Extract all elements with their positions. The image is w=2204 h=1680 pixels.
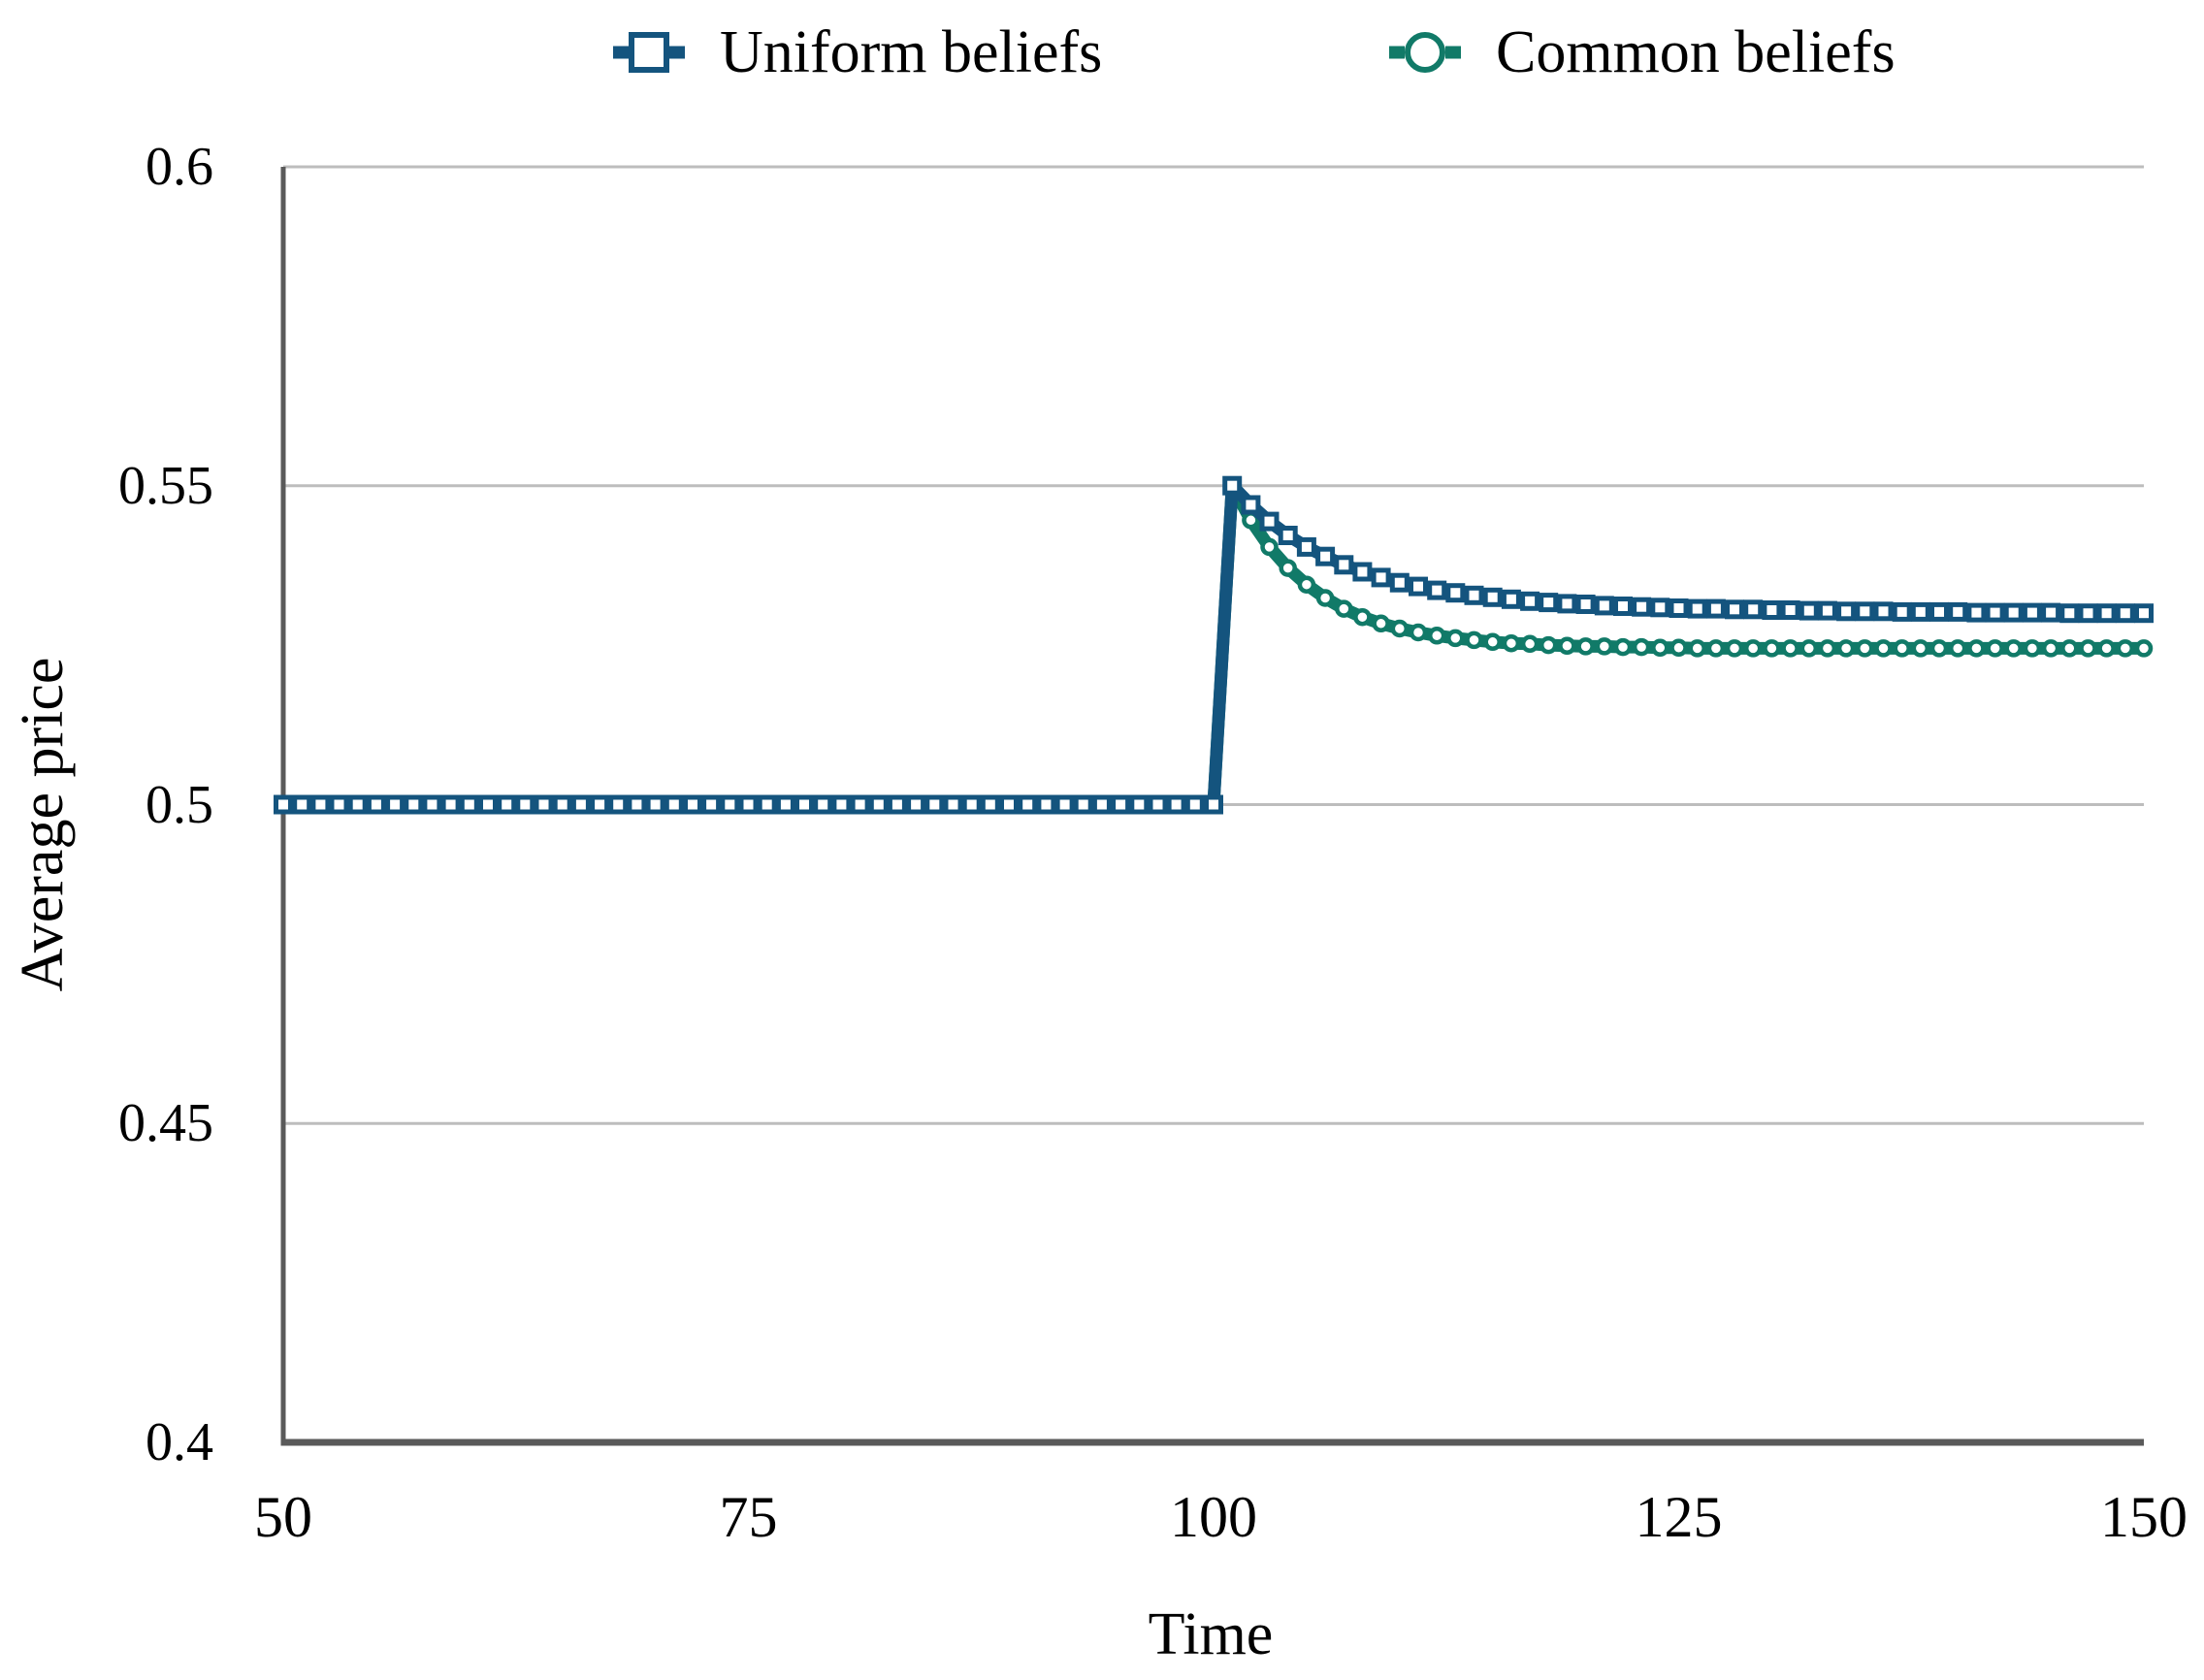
x-tick-label-150: 150: [2100, 1485, 2188, 1549]
legend-item-uniform-beliefs: Uniform beliefs: [629, 16, 1102, 89]
y-tick-label-0.6: 0.6: [146, 137, 213, 197]
x-tick-label-125: 125: [1635, 1485, 1723, 1549]
uniform-beliefs-markers: [274, 475, 2154, 815]
y-tick-label-0.55: 0.55: [118, 455, 213, 516]
x-tick-label-100: 100: [1170, 1485, 1257, 1549]
y-tick-label-0.45: 0.45: [118, 1093, 213, 1154]
legend-label-uniform-beliefs: Uniform beliefs: [720, 19, 1103, 85]
common-beliefs-circle-marker-icon: [1405, 32, 1445, 73]
uniform-beliefs-square-marker-icon: [629, 32, 669, 73]
y-tick-label-0.4: 0.4: [146, 1412, 213, 1472]
x-axis-title: Time: [1148, 1601, 1274, 1667]
legend-item-common-beliefs: Common beliefs: [1405, 16, 1896, 89]
x-tick-label-75: 75: [719, 1485, 778, 1549]
y-tick-label-0.5: 0.5: [146, 774, 213, 835]
x-tick-label-50: 50: [254, 1485, 312, 1549]
legend-label-common-beliefs: Common beliefs: [1496, 19, 1896, 85]
